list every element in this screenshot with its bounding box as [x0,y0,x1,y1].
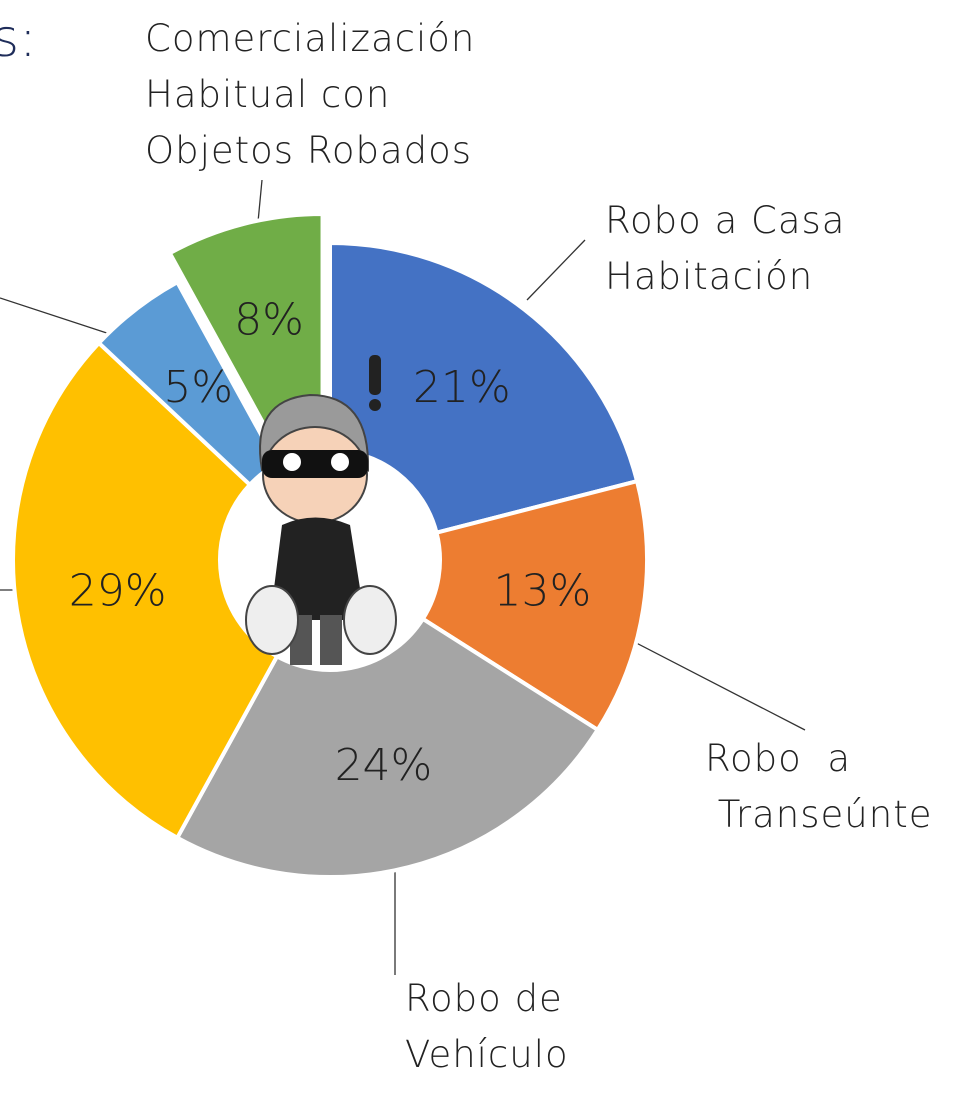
category-label: Comercialización Habitual con Objetos Roba… [145,17,475,172]
eye [283,453,301,471]
money-bag [245,585,299,655]
exclamation-dot [369,399,381,411]
leader-line [257,179,263,223]
eye [331,453,349,471]
leader-line [526,239,586,301]
exclamation [369,355,381,395]
chart-title: s: [0,9,37,69]
slice [96,279,280,488]
value-label: 21% [413,362,511,413]
slice [420,478,649,733]
slice [328,240,640,536]
category-label: Robo a Transeúnte [705,737,932,836]
category-label: Robo a Casa Habitación [605,199,845,298]
value-label: 29% [69,566,167,617]
category-label: Robo de Vehículo [405,977,569,1076]
value-label: 13% [493,566,591,617]
value-label: 8% [234,295,304,346]
body [270,517,365,620]
robber-illustration [245,355,397,665]
value-label: 24% [335,740,433,791]
leader-line [0,297,123,339]
slice [174,616,601,879]
leader-line [614,631,806,731]
slice [11,340,280,841]
value-label: 5% [163,362,233,413]
mask [262,450,368,478]
money-bag [343,585,397,655]
leg [320,615,342,665]
slices [11,211,649,879]
